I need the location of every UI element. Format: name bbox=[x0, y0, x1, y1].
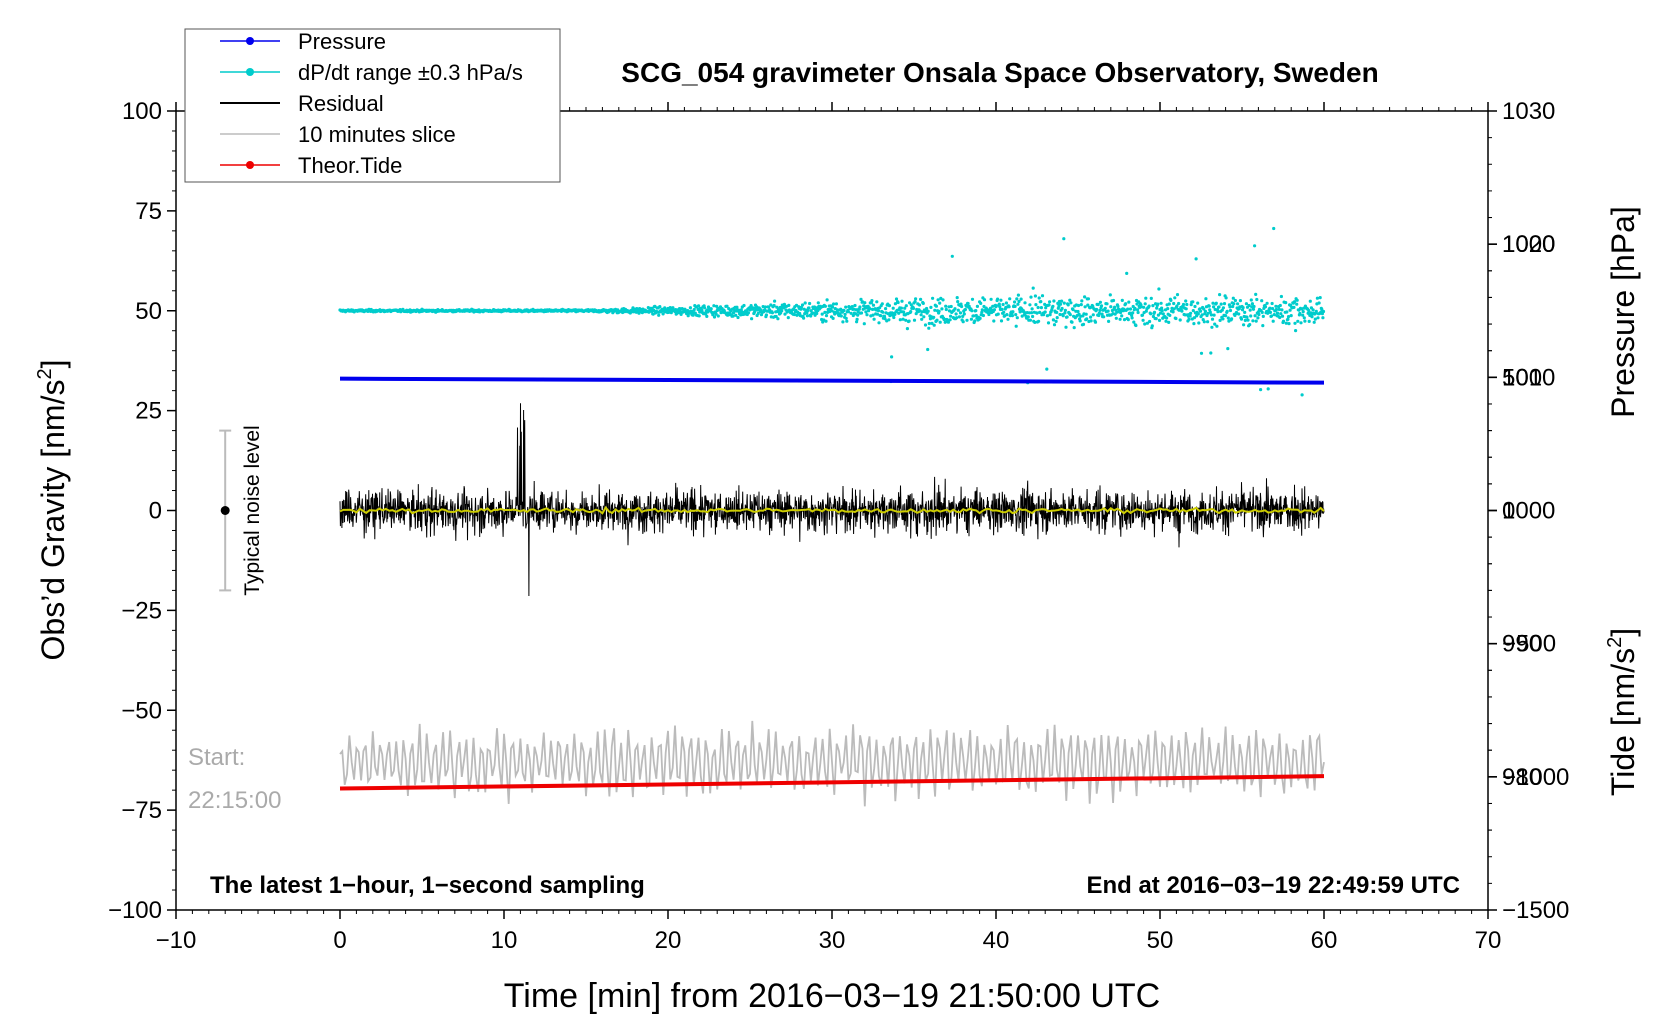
pressure-series bbox=[339, 376, 1325, 385]
dpdt-series bbox=[338, 226, 1326, 397]
left-y-label-main: Obs’d Gravity [nm/s bbox=[35, 380, 71, 661]
tide-tick-label: −1500 bbox=[1502, 897, 1569, 924]
pressure-tick-label: 1000 bbox=[1502, 498, 1555, 525]
tide-tick-label: 0 bbox=[1502, 498, 1515, 525]
noise-level-label: Typical noise level bbox=[241, 425, 264, 595]
y-tick-label: 25 bbox=[135, 398, 162, 425]
legend-marker bbox=[246, 68, 254, 76]
start-time: 22:15:00 bbox=[188, 787, 281, 814]
tide-axis: 1000 500 0 −500 −1000 −1500 bbox=[1488, 217, 1569, 924]
x-tick-label: 20 bbox=[655, 927, 682, 954]
tide-label-main: Tide [nm/s bbox=[1605, 648, 1641, 796]
x-axis: −10 0 10 20 30 40 50 60 70 bbox=[156, 102, 1502, 954]
x-tick-label: 30 bbox=[819, 927, 846, 954]
pressure-tick-label: 1020 bbox=[1502, 231, 1555, 258]
y-tick-label: 0 bbox=[149, 498, 162, 525]
tide-label-end: ] bbox=[1605, 628, 1641, 637]
pressure-tick-label: 990 bbox=[1502, 631, 1542, 658]
ten-minute-slice-series bbox=[339, 720, 1325, 807]
y-tick-label: −25 bbox=[121, 597, 162, 624]
pressure-tick-label: 980 bbox=[1502, 764, 1542, 791]
left-y-label-end: ] bbox=[35, 360, 71, 369]
chart-title: SCG_054 gravimeter Onsala Space Observat… bbox=[621, 57, 1378, 88]
left-y-axis-label: Obs’d Gravity [nm/s2] bbox=[34, 360, 71, 661]
left-y-label-sup: 2 bbox=[34, 368, 56, 379]
y-tick-label: 75 bbox=[135, 198, 162, 225]
residual-series bbox=[339, 403, 1325, 597]
legend-box bbox=[184, 28, 561, 183]
bottom-right-note: End at 2016−03−19 22:49:59 UTC bbox=[1086, 872, 1460, 899]
theor-tide-series bbox=[339, 774, 1325, 791]
legend-label: Theor.Tide bbox=[298, 153, 402, 178]
legend: Pressure dP/dt range ±0.3 hPa/s Residual 10… bbox=[184, 28, 561, 183]
legend-label: Pressure bbox=[298, 29, 386, 54]
y-tick-label: 100 bbox=[122, 98, 162, 125]
x-tick-label: 60 bbox=[1311, 927, 1338, 954]
noise-bar-center-dot bbox=[220, 506, 230, 515]
tide-label-sup: 2 bbox=[1604, 637, 1626, 648]
tide-tick-label: 500 bbox=[1502, 364, 1542, 391]
x-tick-label: −10 bbox=[156, 927, 197, 954]
legend-label: dP/dt range ±0.3 hPa/s bbox=[298, 60, 523, 85]
legend-marker bbox=[246, 37, 254, 45]
tide-tick-label: −1000 bbox=[1502, 764, 1569, 791]
legend-label: 10 minutes slice bbox=[298, 122, 456, 147]
pressure-axis-label: Pressure [hPa] bbox=[1605, 206, 1641, 418]
y-tick-label: 50 bbox=[135, 298, 162, 325]
noise-level-bar: Typical noise level bbox=[219, 425, 264, 596]
x-tick-label: 50 bbox=[1147, 927, 1174, 954]
pressure-tick-label: 1030 bbox=[1502, 98, 1555, 125]
tide-tick-label: 1000 bbox=[1502, 231, 1555, 258]
x-tick-label: 40 bbox=[983, 927, 1010, 954]
tide-axis-label: Tide [nm/s2] bbox=[1604, 628, 1641, 796]
pressure-axis: 1030 1020 1010 1000 990 980 bbox=[1488, 98, 1555, 831]
pressure-tick-label: 1010 bbox=[1502, 364, 1555, 391]
series-layer bbox=[338, 226, 1326, 807]
x-axis-label: Time [min] from 2016−03−19 21:50:00 UTC bbox=[504, 977, 1160, 1015]
tide-tick-label: −500 bbox=[1502, 631, 1556, 658]
bottom-left-note: The latest 1−hour, 1−second sampling bbox=[210, 872, 645, 899]
y-tick-label: −50 bbox=[121, 697, 162, 724]
y-tick-label: −100 bbox=[108, 897, 162, 924]
legend-marker bbox=[246, 161, 254, 169]
legend-label: Residual bbox=[298, 91, 384, 116]
smoothed-residual-series bbox=[339, 505, 1325, 515]
x-tick-label: 70 bbox=[1475, 927, 1502, 954]
x-tick-label: 10 bbox=[491, 927, 518, 954]
x-tick-label: 0 bbox=[333, 927, 346, 954]
start-label: Start: bbox=[188, 744, 245, 771]
left-y-axis: 100 75 50 25 0 −25 −50 −75 −100 bbox=[108, 98, 176, 924]
y-tick-label: −75 bbox=[121, 797, 162, 824]
